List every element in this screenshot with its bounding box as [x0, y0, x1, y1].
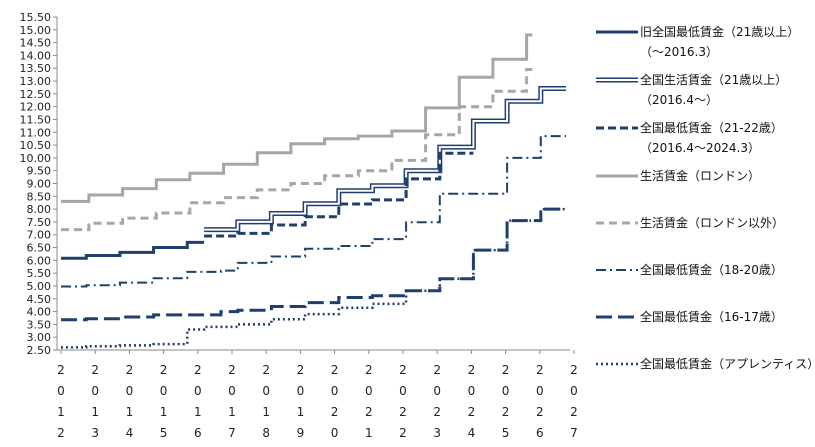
legend-label: 旧全国最低賃金（21歳以上）	[640, 24, 799, 39]
legend-label-line2: （2016.4～2024.3）	[640, 141, 760, 155]
legend-label: 生活賃金（ロンドン）	[640, 168, 760, 183]
y-tick-label: 9.00	[27, 178, 52, 191]
y-tick-label: 8.00	[27, 203, 52, 216]
y-tick-label: 2.50	[27, 344, 52, 357]
series-line	[61, 240, 205, 260]
legend-item: 全国生活賃金（21歳以上） （2016.4～）	[596, 72, 787, 107]
legend-label: 全国最低賃金（21-22歳）	[640, 120, 783, 135]
y-tick-label: 9.50	[27, 165, 52, 178]
y-tick-label: 15.00	[20, 24, 52, 37]
y-tick-label: 12.00	[20, 101, 52, 114]
y-tick-label: 4.00	[27, 306, 52, 319]
series-line	[61, 68, 533, 232]
y-tick-label: 13.00	[20, 75, 52, 88]
y-tick-label: 11.00	[20, 126, 52, 139]
legend-label: 全国最低賃金（16-17歳）	[640, 309, 783, 324]
y-tick-label: 8.50	[27, 190, 52, 203]
y-tick-label: 12.50	[20, 88, 52, 101]
y-tick-label: 6.00	[27, 254, 52, 267]
legend-label-line2: （～2016.3）	[640, 45, 718, 59]
legend-item: 全国最低賃金（アプレンティス）	[596, 356, 815, 371]
y-tick-label: 5.00	[27, 280, 52, 293]
legend-item: 旧全国最低賃金（21歳以上） （～2016.3）	[596, 24, 799, 59]
series-line	[61, 33, 533, 203]
y-tick-label: 3.00	[27, 331, 52, 344]
legend-item: 全国最低賃金（18-20歳）	[596, 262, 783, 277]
y-tick-label: 10.50	[20, 139, 52, 152]
legend: 旧全国最低賃金（21歳以上） （～2016.3） 全国生活賃金（21歳以上） （201…	[596, 24, 815, 371]
plot-area: 2.503.003.504.004.505.005.506.006.507.00…	[20, 11, 578, 440]
y-tick-label: 7.50	[27, 216, 52, 229]
y-tick-label: 4.50	[27, 293, 52, 306]
y-tick-label: 14.00	[20, 49, 52, 62]
series-line	[204, 151, 474, 238]
series-line	[61, 207, 566, 349]
series-line	[204, 86, 566, 233]
y-tick-label: 3.50	[27, 318, 52, 331]
legend-item: 全国最低賃金（16-17歳）	[596, 309, 783, 324]
y-tick-label: 10.00	[20, 152, 52, 165]
legend-item: 全国最低賃金（21-22歳） （2016.4～2024.3）	[596, 120, 783, 155]
y-tick-label: 7.00	[27, 229, 52, 242]
legend-label: 全国生活賃金（21歳以上）	[640, 72, 787, 87]
legend-item: 生活賃金（ロンドン以外）	[596, 215, 784, 230]
series-line	[61, 207, 566, 322]
legend-item: 生活賃金（ロンドン）	[596, 168, 760, 183]
legend-label-line2: （2016.4～）	[640, 93, 718, 107]
y-axis-ticks: 2.503.003.504.004.505.005.506.006.507.00…	[20, 11, 57, 357]
y-tick-label: 15.50	[20, 11, 52, 24]
y-tick-label: 13.50	[20, 62, 52, 75]
y-tick-label: 14.50	[20, 37, 52, 50]
legend-label: 生活賃金（ロンドン以外）	[640, 215, 784, 230]
series-line	[61, 135, 566, 288]
legend-label: 全国最低賃金（18-20歳）	[640, 262, 783, 277]
y-tick-label: 5.50	[27, 267, 52, 280]
y-tick-label: 11.50	[20, 113, 52, 126]
y-tick-label: 6.50	[27, 242, 52, 255]
x-axis-ticks: 2 0 1 2 2 0 1 3 2 0 1 4 2 0 1 5 2 0 1 6 2 0 1 7 2 0 1 8 2 0 1 9 2 0 2 0 2 0 2 1…	[57, 350, 578, 440]
series-lines	[61, 33, 566, 349]
legend-label: 全国最低賃金（アプレンティス）	[640, 356, 815, 371]
